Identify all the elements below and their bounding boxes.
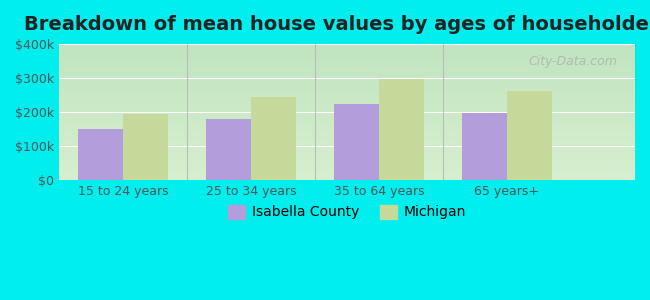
Bar <box>251 97 296 180</box>
Bar <box>123 114 168 180</box>
Bar <box>78 129 123 180</box>
Bar <box>379 79 424 180</box>
Legend: Isabella County, Michigan: Isabella County, Michigan <box>222 199 471 225</box>
Title: Breakdown of mean house values by ages of householders: Breakdown of mean house values by ages o… <box>24 15 650 34</box>
Bar <box>507 91 552 180</box>
Bar <box>206 119 251 180</box>
Text: City-Data.com: City-Data.com <box>529 55 617 68</box>
Bar <box>462 113 507 180</box>
Bar <box>334 103 379 180</box>
